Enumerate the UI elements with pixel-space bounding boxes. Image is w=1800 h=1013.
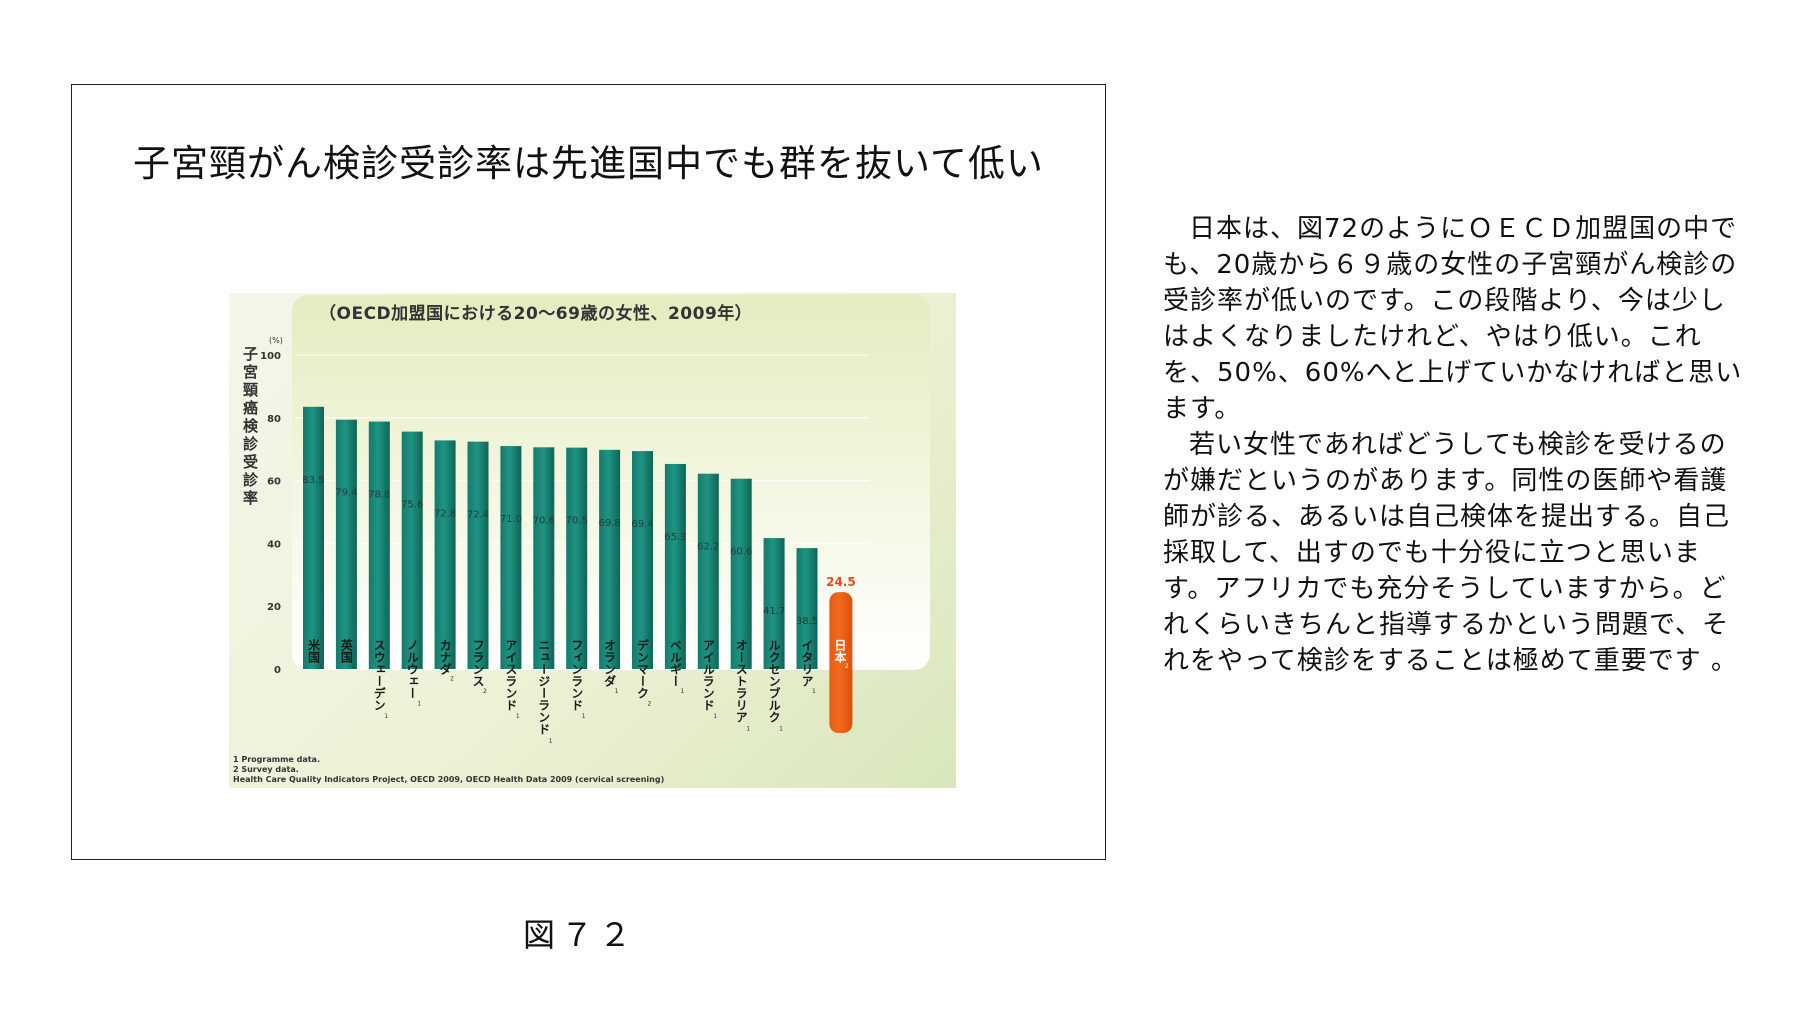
chart-note: 2 Survey data. xyxy=(233,765,299,774)
category-note: 1 xyxy=(680,688,684,695)
slide-title: 子宮頸がん検診受診率は先進国中でも群を抜いて低い xyxy=(133,142,1044,185)
body-paragraph: 若い女性であればどうしても検診を受けるのが嫌だというのがあります。同性の医師や看… xyxy=(1163,430,1738,676)
slide-frame: 子宮頸がん検診受診率は先進国中でも群を抜いて低い （OECD加盟国における20〜… xyxy=(71,84,1106,860)
category-label: 米国 xyxy=(307,638,321,664)
bar-chart: 020406080100(%)83.5米国179.4英国178.8スウェーデン1… xyxy=(260,336,869,745)
category-note: 1 xyxy=(516,713,520,720)
bar xyxy=(763,538,785,669)
bar xyxy=(632,451,653,669)
value-label: 70.5 xyxy=(566,516,588,527)
value-label: 38.5 xyxy=(796,616,818,627)
bar xyxy=(401,431,423,669)
bar xyxy=(500,446,522,669)
chart-notes: 1 Programme data. 2 Survey data. Health … xyxy=(233,755,664,785)
category-note: 1 xyxy=(384,713,388,720)
category-label: 英国 xyxy=(339,638,353,664)
bar xyxy=(599,449,621,669)
y-tick-label: 40 xyxy=(267,539,281,550)
category-label: アイスランド xyxy=(504,639,518,711)
category-note: 1 xyxy=(582,713,586,720)
category-note: 1 xyxy=(779,726,783,733)
category-note: 2 xyxy=(483,688,487,695)
value-label: 69.4 xyxy=(631,519,653,530)
value-label: 83.5 xyxy=(302,475,324,486)
category-note: 1 xyxy=(549,738,553,745)
category-label: アイルランド xyxy=(701,639,715,711)
bar xyxy=(335,419,357,669)
value-label: 72.8 xyxy=(434,508,456,519)
bar xyxy=(434,440,456,669)
bar xyxy=(303,406,324,669)
chart-note: 1 Programme data. xyxy=(233,755,320,764)
value-label: 71.0 xyxy=(500,514,522,525)
y-tick-label: 20 xyxy=(267,602,281,613)
category-label: オーストラリア xyxy=(734,639,748,723)
y-tick-label: 100 xyxy=(260,351,281,362)
bar xyxy=(566,447,588,669)
category-note: 1 xyxy=(615,688,619,695)
chart-subtitle: （OECD加盟国における20〜69歳の女性、2009年） xyxy=(319,304,753,324)
value-label: 70.6 xyxy=(533,515,555,526)
category-label: ノルウェー xyxy=(405,639,419,699)
chart-image: （OECD加盟国における20〜69歳の女性、2009年） 子宮頸癌検診受診率 0… xyxy=(229,293,956,788)
category-note: 1 xyxy=(351,663,355,670)
category-note: 2 xyxy=(450,676,454,683)
category-note: 2 xyxy=(845,663,849,670)
value-label: 75.6 xyxy=(401,500,423,511)
y-tick-label: 60 xyxy=(267,477,281,488)
bar xyxy=(368,421,390,669)
category-label: ニュージーランド xyxy=(537,639,551,735)
chart-source: Health Care Quality Indicators Project, … xyxy=(233,775,665,784)
value-label: 62.2 xyxy=(697,542,719,553)
value-label: 72.4 xyxy=(467,510,489,521)
value-label: 69.8 xyxy=(598,518,620,529)
y-tick-label: 80 xyxy=(267,414,281,425)
y-axis-label: 子宮頸癌検診受診率 xyxy=(243,345,259,507)
value-label: 65.3 xyxy=(664,532,686,543)
category-note: 1 xyxy=(713,713,717,720)
bar xyxy=(533,447,555,669)
category-label: フランス xyxy=(471,639,485,687)
category-label: スウェーデン xyxy=(372,639,386,711)
bar xyxy=(697,473,719,669)
category-label: ベルギー xyxy=(668,639,682,687)
bar xyxy=(664,463,686,669)
category-label: 日本 xyxy=(833,639,847,664)
category-note: 2 xyxy=(648,701,652,708)
body-text: 日本は、図72のようにＯＥＣＤ加盟国の中でも、20歳から６９歳の女性の子宮頸がん… xyxy=(1163,211,1743,679)
category-label: デンマーク xyxy=(636,638,650,699)
value-label: 24.5 xyxy=(826,575,856,589)
category-note: 1 xyxy=(417,701,421,708)
figure-caption: 図７２ xyxy=(523,916,638,954)
bar xyxy=(467,441,489,669)
bar xyxy=(730,478,752,669)
category-note: 1 xyxy=(746,726,750,733)
category-label: ルクセンブルク xyxy=(767,639,781,723)
value-label: 41.7 xyxy=(763,606,785,617)
value-label: 60.6 xyxy=(730,547,752,558)
bar xyxy=(796,548,818,669)
category-note: 1 xyxy=(812,688,816,695)
category-label: オランダ xyxy=(603,639,617,687)
body-paragraph: 日本は、図72のようにＯＥＣＤ加盟国の中でも、20歳から６９歳の女性の子宮頸がん… xyxy=(1163,214,1743,424)
category-note: 1 xyxy=(319,663,323,670)
category-label: フィンランド xyxy=(570,639,584,711)
y-unit-label: (%) xyxy=(269,336,283,345)
y-tick-label: 0 xyxy=(274,665,281,676)
value-label: 78.8 xyxy=(368,490,390,501)
bar-japan xyxy=(829,592,853,733)
value-label: 79.4 xyxy=(335,488,357,499)
category-label: カナダ xyxy=(438,639,452,675)
category-label: イタリア xyxy=(800,639,814,687)
